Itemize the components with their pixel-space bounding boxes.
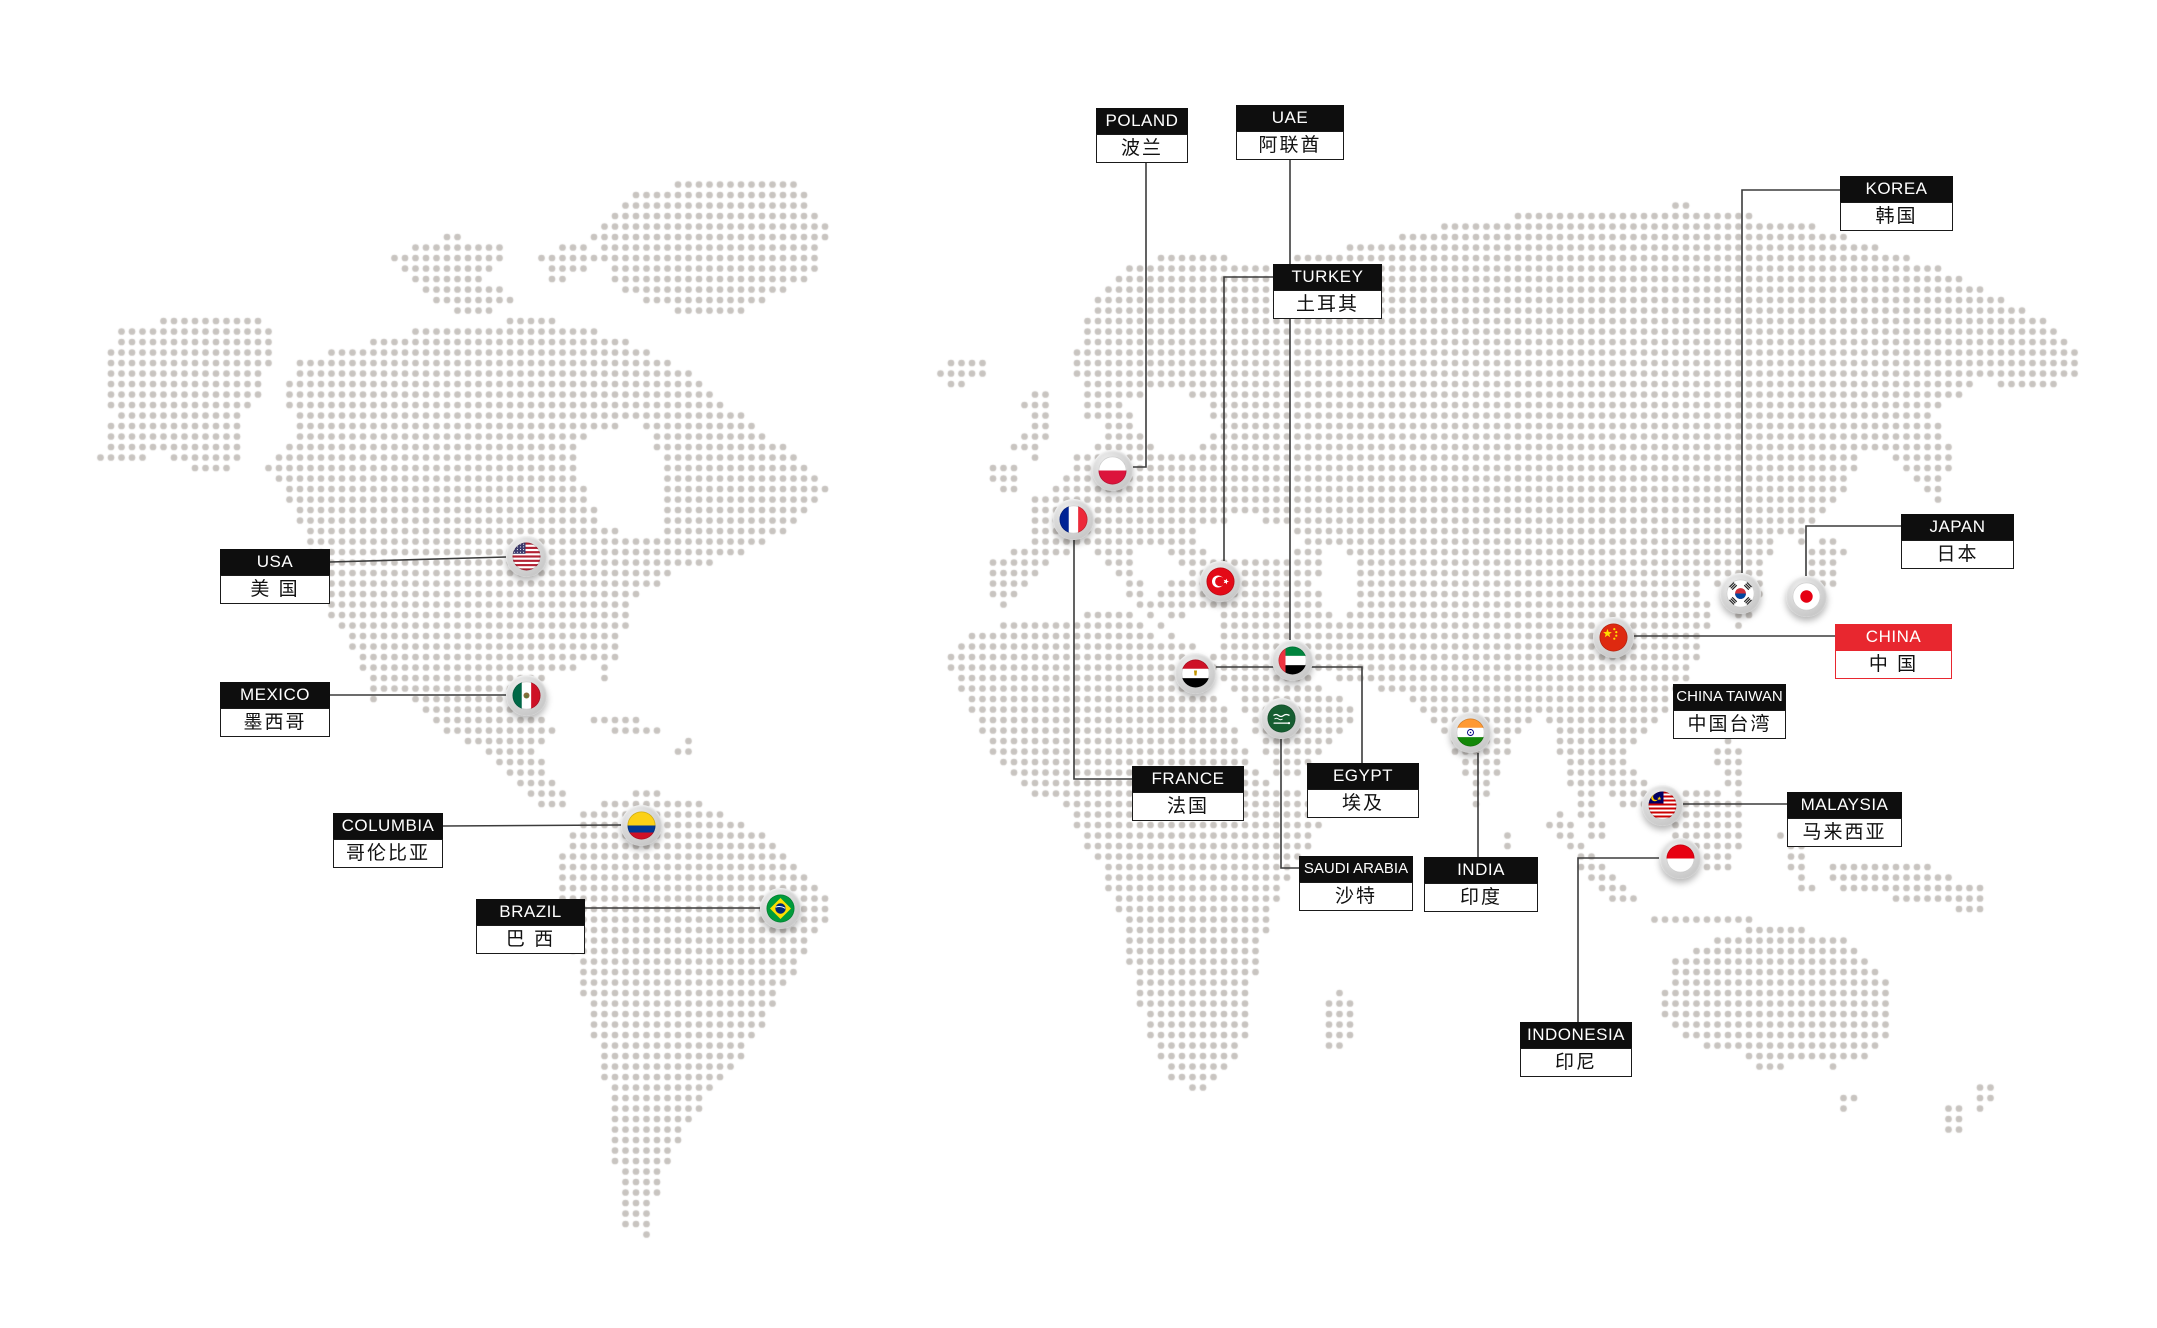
brazil-flag-icon <box>765 893 795 923</box>
map-pin-france <box>1052 498 1094 540</box>
country-name-en: CHINA <box>1835 624 1952 650</box>
country-name-cn: 美 国 <box>220 575 330 604</box>
country-name-en: USA <box>220 549 330 575</box>
country-name-en: EGYPT <box>1307 763 1419 789</box>
country-name-cn: 中国台湾 <box>1673 710 1786 739</box>
country-name-cn: 波兰 <box>1096 134 1188 163</box>
country-label-egypt: EGYPT 埃及 <box>1307 763 1419 818</box>
india-flag-icon <box>1455 717 1485 747</box>
map-pin-turkey <box>1199 560 1241 602</box>
country-name-cn: 日本 <box>1901 540 2014 569</box>
country-label-uae: UAE 阿联酋 <box>1236 105 1344 160</box>
map-pin-poland <box>1091 449 1133 491</box>
connector-line-france <box>1073 540 1132 780</box>
country-label-brazil: BRAZIL 巴 西 <box>476 899 585 954</box>
country-label-france: FRANCE 法国 <box>1132 766 1244 821</box>
poland-flag-icon <box>1097 455 1127 485</box>
country-name-cn: 法国 <box>1132 792 1244 821</box>
country-name-cn: 韩国 <box>1840 202 1953 231</box>
map-pin-uae <box>1271 639 1313 681</box>
country-name-en: COLUMBIA <box>333 813 443 839</box>
egypt-flag-icon <box>1180 658 1210 688</box>
korea-flag-icon <box>1725 578 1755 608</box>
country-name-en: CHINA TAIWAN <box>1673 684 1786 710</box>
country-label-india: INDIA 印度 <box>1424 857 1538 912</box>
indonesia-flag-icon <box>1665 843 1695 873</box>
country-label-china_taiwan: CHINA TAIWAN 中国台湾 <box>1673 684 1786 739</box>
map-pin-korea <box>1719 572 1761 614</box>
saudi_arabia-flag-icon <box>1266 703 1296 733</box>
usa-flag-icon <box>511 541 541 571</box>
china-flag-icon <box>1598 622 1628 652</box>
map-pin-china <box>1592 616 1634 658</box>
country-label-turkey: TURKEY 土耳其 <box>1273 264 1382 319</box>
country-label-columbia: COLUMBIA 哥伦比亚 <box>333 813 443 868</box>
country-name-cn: 中 国 <box>1835 650 1952 679</box>
connector-line-turkey <box>1223 276 1273 561</box>
country-name-en: MEXICO <box>220 682 330 708</box>
country-name-cn: 印度 <box>1424 883 1538 912</box>
country-name-en: BRAZIL <box>476 899 585 925</box>
connector-line-korea <box>1741 189 1840 573</box>
connector-line-japan <box>1805 525 1901 576</box>
map-pin-usa <box>505 535 547 577</box>
connector-line-indonesia <box>1577 857 1659 1022</box>
map-pin-india <box>1449 711 1491 753</box>
turkey-flag-icon <box>1205 566 1235 596</box>
mexico-flag-icon <box>511 680 541 710</box>
country-name-cn: 哥伦比亚 <box>333 839 443 868</box>
country-name-cn: 土耳其 <box>1273 290 1382 319</box>
country-name-cn: 埃及 <box>1307 789 1419 818</box>
country-name-en: FRANCE <box>1132 766 1244 792</box>
country-label-saudi_arabia: SAUDI ARABIA 沙特 <box>1299 856 1413 911</box>
connector-line-columbia <box>442 824 622 827</box>
country-name-en: UAE <box>1236 105 1344 131</box>
country-label-mexico: MEXICO 墨西哥 <box>220 682 330 737</box>
malaysia-flag-icon <box>1647 790 1677 820</box>
country-name-en: KOREA <box>1840 176 1953 202</box>
country-label-usa: USA 美 国 <box>220 549 330 604</box>
uae-flag-icon <box>1277 645 1307 675</box>
map-pin-indonesia <box>1659 837 1701 879</box>
country-name-en: MALAYSIA <box>1787 792 1902 818</box>
country-label-malaysia: MALAYSIA 马来西亚 <box>1787 792 1902 847</box>
country-label-japan: JAPAN 日本 <box>1901 514 2014 569</box>
country-label-china: CHINA 中 国 <box>1835 624 1952 679</box>
connector-line-usa <box>329 556 507 563</box>
country-name-en: SAUDI ARABIA <box>1299 856 1413 882</box>
map-pin-saudi_arabia <box>1260 697 1302 739</box>
country-name-en: POLAND <box>1096 108 1188 134</box>
country-name-en: JAPAN <box>1901 514 2014 540</box>
map-pin-egypt <box>1174 652 1216 694</box>
country-name-en: TURKEY <box>1273 264 1382 290</box>
country-label-korea: KOREA 韩国 <box>1840 176 1953 231</box>
country-label-poland: POLAND 波兰 <box>1096 108 1188 163</box>
country-name-cn: 阿联酋 <box>1236 131 1344 160</box>
connector-line-poland <box>1133 163 1147 468</box>
map-pin-brazil <box>759 887 801 929</box>
map-pin-malaysia <box>1641 784 1683 826</box>
country-name-cn: 沙特 <box>1299 882 1413 911</box>
country-name-cn: 巴 西 <box>476 925 585 954</box>
country-name-cn: 印尼 <box>1520 1048 1632 1077</box>
country-name-en: INDONESIA <box>1520 1022 1632 1048</box>
map-pin-mexico <box>505 674 547 716</box>
map-pin-columbia <box>620 804 662 846</box>
columbia-flag-icon <box>626 810 656 840</box>
map-pin-japan <box>1785 575 1827 617</box>
country-label-indonesia: INDONESIA 印尼 <box>1520 1022 1632 1077</box>
country-name-cn: 马来西亚 <box>1787 818 1902 847</box>
country-name-en: INDIA <box>1424 857 1538 883</box>
connector-line-saudi_arabia <box>1280 739 1299 869</box>
japan-flag-icon <box>1791 581 1821 611</box>
connector-line-egypt <box>1216 666 1363 763</box>
country-name-cn: 墨西哥 <box>220 708 330 737</box>
france-flag-icon <box>1058 504 1088 534</box>
